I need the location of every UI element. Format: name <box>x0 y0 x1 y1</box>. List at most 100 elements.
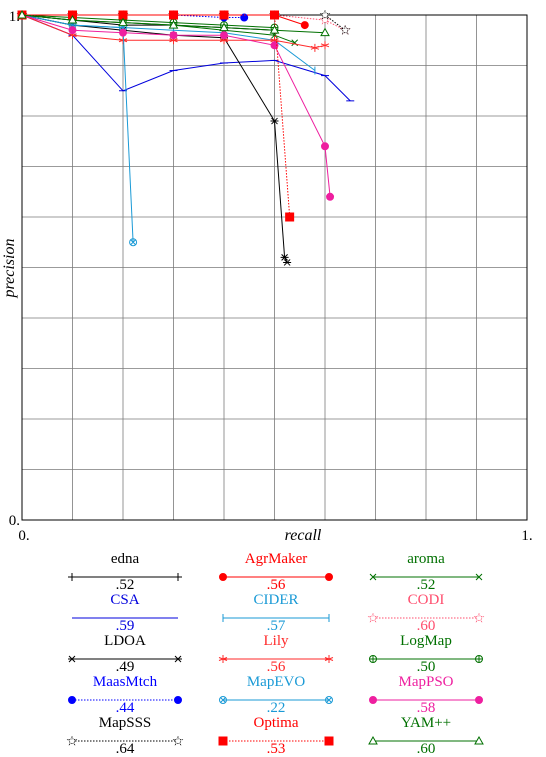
legend-edna-point <box>174 573 182 581</box>
legend-aroma-point <box>475 573 483 581</box>
legend-swatch <box>211 567 341 581</box>
series-ldoa <box>18 11 292 266</box>
legend-swatch-svg <box>72 617 178 619</box>
legend-swatch-svg <box>219 696 333 704</box>
series-codi-line <box>22 14 346 31</box>
legend-swatch-svg <box>68 696 182 704</box>
legend-codi-point <box>473 612 485 623</box>
legend-name: aroma <box>407 551 445 567</box>
legend-cider: CIDER .57 <box>211 592 341 634</box>
legend-swatch <box>60 649 190 663</box>
series-edna <box>18 11 279 35</box>
pr-chart: precision recall 0. 1. 0. 1. <box>1 9 533 544</box>
legend-score: .60 <box>416 618 436 634</box>
series-yam-point <box>320 27 330 37</box>
series-yam-point <box>118 17 128 27</box>
legend-swatch-svg <box>66 735 184 746</box>
legend-agrmaker: AgrMaker .56 <box>211 551 341 593</box>
legend-mapevo-point <box>325 696 333 704</box>
legend-logmap: LogMap .50 <box>361 633 491 675</box>
legend-mappso-point <box>475 696 483 704</box>
series-optima-point <box>169 10 178 20</box>
legend-name: Optima <box>253 715 299 731</box>
legend-score: .52 <box>416 577 436 593</box>
legend-optima: Optima .53 <box>211 715 341 757</box>
series-yam-point <box>168 20 179 29</box>
legend-name: LogMap <box>400 633 452 649</box>
series-lily-line <box>21 14 326 49</box>
series-cider <box>21 11 316 75</box>
legend-swatch <box>211 608 341 622</box>
series-mappso-point <box>119 28 127 37</box>
legend-logmap-point <box>475 655 483 663</box>
series-optima-point <box>285 212 295 222</box>
series-ldoa-point <box>280 254 289 261</box>
legend-yam-point <box>474 735 484 745</box>
legend-name: Lily <box>263 633 289 649</box>
legend-swatch-svg <box>369 655 483 663</box>
legend-lily-point <box>324 655 334 663</box>
legend-name: MaasMtch <box>92 674 158 690</box>
series-mappso-line <box>21 14 331 197</box>
legend-swatch-svg <box>68 573 182 581</box>
legend-mapsss-point <box>66 735 78 746</box>
legend-swatch-svg <box>222 614 330 622</box>
legend-ldoa-point <box>68 655 76 663</box>
legend-swatch <box>60 690 190 704</box>
legend-score: .52 <box>115 577 135 593</box>
series-agrmaker <box>18 11 309 30</box>
series-lily-point <box>310 43 320 52</box>
legend-mapsss: MapSSS .64 <box>60 715 190 757</box>
legend-agrmaker-point <box>325 573 333 581</box>
y-axis-label: precision <box>1 239 18 299</box>
legend-lily-point <box>218 655 228 663</box>
legend-swatch <box>60 731 190 746</box>
legend-name: CIDER <box>253 592 299 608</box>
series-csa-line <box>21 14 351 102</box>
legend-codi: CODI .60 <box>361 592 491 634</box>
legend-swatch <box>361 608 491 623</box>
x-axis-label: recall <box>285 527 322 544</box>
series-mappso-point <box>270 41 279 50</box>
series-yam-point <box>67 15 78 24</box>
legend-name: edna <box>110 551 140 567</box>
legend-swatch-svg <box>367 612 485 623</box>
legend-swatch <box>211 649 341 663</box>
series-ldoa-line <box>21 14 288 263</box>
legend-name: LDOA <box>104 633 146 649</box>
legend-logmap-point <box>369 655 377 663</box>
legend-score: .56 <box>266 659 286 675</box>
legend-swatch <box>361 690 491 704</box>
x-tick-1: 1. <box>521 528 532 544</box>
legend-name: YAM++ <box>400 715 452 731</box>
series-yam-point <box>269 25 280 34</box>
series-mapsss-point <box>339 24 351 35</box>
legend-swatch-svg <box>218 736 334 746</box>
legend-swatch <box>60 608 190 619</box>
legend-codi-point <box>367 612 379 623</box>
legend: edna .52 AgrMaker .56 aroma .52 CSA .59 CIDER .57… <box>0 545 546 757</box>
legend-name: MapEVO <box>246 674 306 690</box>
legend-swatch-svg <box>369 573 483 581</box>
series-yam <box>17 9 330 37</box>
legend-mappso-point <box>369 696 377 704</box>
y-tick-0: 0. <box>9 513 20 529</box>
legend-swatch-svg <box>368 735 484 745</box>
legend-maasmtch: MaasMtch .44 <box>60 674 190 716</box>
series-ldoa-point <box>283 259 292 266</box>
legend-name: MapPSO <box>398 674 454 690</box>
series-codi-point <box>319 14 331 25</box>
series-optima-point <box>270 10 279 20</box>
legend-swatch-svg <box>218 655 334 663</box>
series-logmap-line <box>21 14 275 29</box>
series-optima-point <box>219 10 229 20</box>
x-tick-0: 0. <box>18 528 29 544</box>
legend-name: CODI <box>407 592 445 608</box>
legend-swatch-svg <box>68 655 182 663</box>
legend-optima-point <box>324 736 334 746</box>
series-yam-point <box>17 9 27 19</box>
legend-mapevo-point <box>219 696 227 704</box>
series-yam-point <box>219 22 229 32</box>
series-mappso-point <box>321 142 329 151</box>
legend-edna-point <box>68 573 76 581</box>
